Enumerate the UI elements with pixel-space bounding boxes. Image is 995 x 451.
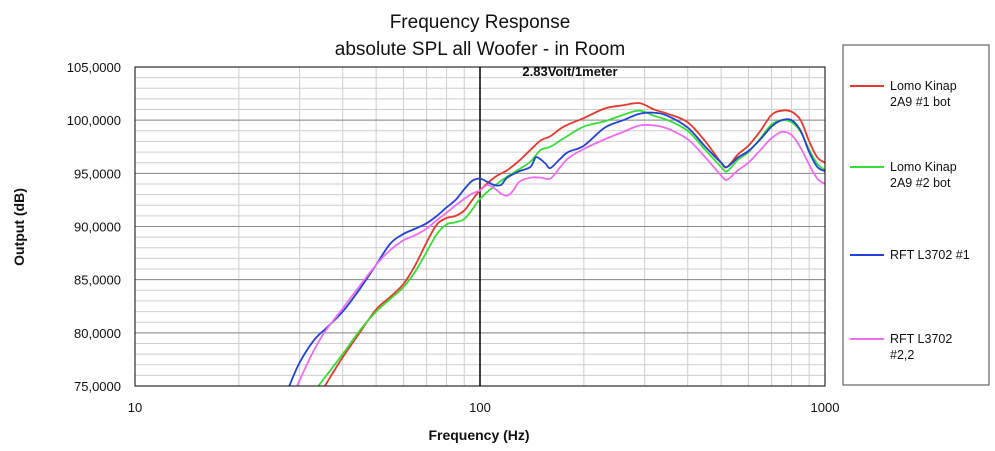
legend-items: Lomo Kinap 2A9 #1 bot Lomo Kinap 2A9 #2 bot… (850, 79, 970, 362)
chart-subtitle: absolute SPL all Woofer - in Room (335, 39, 625, 60)
y-tick-label: 95,0000 (74, 166, 121, 181)
legend-label-2: Lomo Kinap (890, 160, 957, 174)
series-line-4 (296, 123, 825, 386)
legend-label-3: RFT L3702 #1 (890, 248, 970, 262)
x-tick-labels: 10 100 1000 (128, 400, 840, 415)
series-line-3 (288, 111, 825, 386)
x-tick-label: 1000 (811, 400, 840, 415)
y-tick-label: 75,0000 (74, 379, 121, 394)
legend-label-1: 2A9 #1 bot (890, 95, 951, 109)
y-tick-label: 105,0000 (67, 60, 121, 75)
y-axis-label: Output (dB) (11, 188, 27, 266)
series-line-2 (317, 109, 825, 386)
y-tick-label: 85,0000 (74, 273, 121, 288)
chart-title: Frequency Response (390, 12, 571, 33)
y-tick-label: 90,0000 (74, 220, 121, 235)
legend-label-1: Lomo Kinap (890, 79, 957, 93)
legend-label-4: #2,2 (890, 348, 914, 362)
x-tick-label: 100 (469, 400, 491, 415)
x-axis-label: Frequency (Hz) (428, 427, 529, 443)
y-tick-label: 100,0000 (67, 113, 121, 128)
series-line-1 (324, 102, 825, 386)
y-tick-labels: 75,0000 80,0000 85,0000 90,0000 95,0000 100,0… (67, 60, 121, 394)
series-layer (288, 102, 825, 386)
x-tick-label: 10 (128, 400, 142, 415)
legend-label-4: RFT L3702 (890, 332, 952, 346)
plot-frame (134, 66, 826, 387)
chart-annotation: 2.83Volt/1meter (522, 64, 617, 79)
legend (842, 44, 990, 386)
legend-label-2: 2A9 #2 bot (890, 176, 951, 190)
y-tick-label: 80,0000 (74, 326, 121, 341)
